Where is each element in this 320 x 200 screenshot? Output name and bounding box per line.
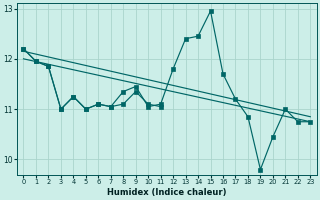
- X-axis label: Humidex (Indice chaleur): Humidex (Indice chaleur): [107, 188, 227, 197]
